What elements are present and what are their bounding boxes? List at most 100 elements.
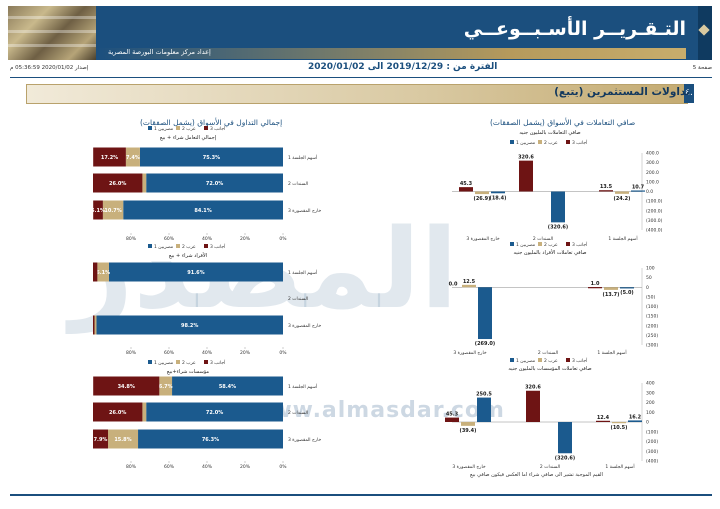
hchart-3-bar-foreigners-3 bbox=[93, 429, 109, 449]
vchart-2-value-label-egyptians-3: (5.0) bbox=[620, 290, 633, 296]
vchart-1-bar-egyptians-3 bbox=[631, 190, 645, 192]
hchart-3-category-label-1: أسهم الجلسة 1 bbox=[288, 383, 317, 390]
vchart-2-category-label-3: أسهم الجلسة 1 bbox=[597, 349, 626, 356]
hchart-3-bar-arabs-1 bbox=[159, 376, 173, 396]
vchart-3-legend-swatch-arabs bbox=[538, 358, 542, 362]
hchart-3-bar-arabs-3 bbox=[108, 429, 139, 449]
hchart-2-bar-egyptians-3 bbox=[96, 315, 283, 335]
hchart-1-value-label-foreigners-3: 5.1% bbox=[91, 208, 105, 214]
vchart-1-ytick-label-6: (200.0) bbox=[646, 208, 663, 214]
vchart-1-ytick-label-4: 0.0 bbox=[646, 189, 653, 195]
hchart-1-bar-egyptians-2 bbox=[146, 173, 283, 193]
vchart-1-ytick-label-0: 400.0 bbox=[646, 151, 659, 157]
footnote: القيم الموجبة تشير الى صافي شراء اما الع… bbox=[470, 472, 603, 478]
hchart-1-category-label-1: أسهم الجلسة 1 bbox=[288, 154, 317, 161]
vchart-2-ytick-label-5: (150) bbox=[646, 314, 658, 320]
hchart-1-value-label-egyptians-1: 75.3% bbox=[203, 155, 220, 161]
hchart-2-legend-swatch-egyptians bbox=[148, 244, 152, 248]
vchart-2-category-label-1: خارج المقصورة 3 bbox=[453, 350, 486, 356]
vchart-1-legend-swatch-foreigners bbox=[566, 140, 570, 144]
vchart-3-ytick-label-7: (300) bbox=[646, 449, 658, 455]
hchart-3-tick-label-3: 60% bbox=[164, 464, 175, 470]
hchart-2-tick-label-4: 80% bbox=[126, 350, 137, 356]
vchart-1-category-label-1: خارج المقصورة 3 bbox=[466, 236, 499, 242]
hchart-1-legend-swatch-arabs bbox=[176, 126, 180, 130]
hchart-2-tick-label-3: 60% bbox=[164, 350, 175, 356]
hchart-1-value-label-egyptians-3: 84.1% bbox=[194, 208, 211, 214]
hchart-1-title: إجمالي التعامل شراء + بيع bbox=[160, 135, 217, 141]
hchart-2-value-label-arabs-1: 6.1% bbox=[96, 270, 110, 276]
vchart-2-legend-label-foreigners: أجانب 3 bbox=[572, 241, 587, 248]
vchart-3-ytick-label-4: 0 bbox=[646, 420, 649, 426]
vchart-1-bar-arabs-1 bbox=[475, 191, 489, 195]
hchart-1-value-label-foreigners-1: 17.2% bbox=[101, 155, 118, 161]
hchart-2-value-label-egyptians-3: 98.2% bbox=[181, 323, 198, 329]
hchart-1-tick-label-3: 60% bbox=[164, 236, 175, 242]
hchart-2-bar-foreigners-1 bbox=[93, 262, 98, 282]
report-period: الفترة من : 2019/12/29 الى 2020/01/02 bbox=[308, 62, 498, 72]
vchart-1-value-label-foreigners-3: 13.5 bbox=[600, 184, 613, 190]
hchart-3-tick-label-0: 0% bbox=[279, 464, 287, 470]
vchart-1-bar-foreigners-2 bbox=[519, 160, 533, 192]
hchart-2-title: الأفراد شراء + بيع bbox=[169, 252, 207, 259]
vchart-3-value-label-foreigners-1: 45.3 bbox=[446, 412, 459, 418]
vchart-1-bar-foreigners-3 bbox=[599, 190, 613, 192]
vchart-3-bar-foreigners-1 bbox=[445, 417, 459, 422]
vchart-1-legend-swatch-egyptians bbox=[510, 140, 514, 144]
vchart-3-category-label-2: السندات 2 bbox=[540, 464, 560, 470]
vchart-1-title: صافي التعاملات بالمليون جنيه bbox=[519, 130, 580, 136]
hchart-1-tick-label-4: 80% bbox=[126, 236, 137, 242]
hchart-3-tick-label-1: 20% bbox=[240, 464, 251, 470]
hchart-1-bar-egyptians-1 bbox=[139, 147, 283, 167]
section-title: تداولات المستثمرين (يتبع) bbox=[554, 86, 690, 98]
hchart-3-legend-swatch-arabs bbox=[176, 360, 180, 364]
vchart-2-ytick-label-1: 50 bbox=[646, 275, 652, 281]
vchart-2-value-label-egyptians-1: (269.0) bbox=[475, 341, 495, 347]
vchart-3-value-label-arabs-1: (39.4) bbox=[460, 428, 477, 434]
vchart-3-bar-arabs-3 bbox=[612, 422, 626, 424]
hchart-2-bar-arabs-1 bbox=[97, 262, 109, 282]
vchart-1-ytick-label-7: (300.0) bbox=[646, 218, 663, 224]
vchart-2-bar-arabs-3 bbox=[604, 287, 618, 290]
vchart-3-ytick-label-8: (400) bbox=[646, 459, 658, 465]
vchart-2-legend-label-arabs: عرب 2 bbox=[544, 242, 558, 248]
hchart-1-bar-foreigners-2 bbox=[93, 173, 143, 193]
hchart-2-legend-swatch-foreigners bbox=[204, 244, 208, 248]
vchart-3-legend-swatch-foreigners bbox=[566, 358, 570, 362]
vchart-3-bar-egyptians-1 bbox=[477, 397, 491, 422]
hchart-3-value-label-egyptians-2: 72.0% bbox=[206, 410, 223, 416]
hchart-1-legend-label-arabs: عرب 2 bbox=[182, 126, 196, 132]
vchart-3-category-label-3: أسهم الجلسة 1 bbox=[605, 463, 634, 470]
hchart-1-category-label-3: خارج المقصورة 3 bbox=[288, 208, 321, 214]
hchart-2-bar-egyptians-1 bbox=[108, 262, 284, 282]
hchart-1-tick-label-2: 40% bbox=[202, 236, 213, 242]
hchart-1-legend-swatch-egyptians bbox=[148, 126, 152, 130]
vchart-3-bar-foreigners-3 bbox=[596, 420, 610, 422]
vchart-2-bar-egyptians-3 bbox=[620, 287, 634, 289]
hchart-2-legend-label-egyptians: مصريين 1 bbox=[154, 244, 174, 250]
vchart-2-title: صافي تعاملات الأفراد بالمليون جنيه bbox=[514, 249, 587, 256]
hchart-1-bar-foreigners-3 bbox=[93, 200, 103, 220]
vchart-1-category-label-3: أسهم الجلسة 1 bbox=[608, 235, 637, 242]
issue-timestamp: إصدار 2020/01/02 05:36:59 م bbox=[10, 65, 89, 71]
vchart-2-value-label-arabs-3: (13.7) bbox=[603, 292, 620, 298]
hchart-2-legend-swatch-arabs bbox=[176, 244, 180, 248]
hchart-1-legend-swatch-foreigners bbox=[204, 126, 208, 130]
hchart-3-value-label-foreigners-2: 26.0% bbox=[109, 410, 126, 416]
hchart-3-bar-foreigners-1 bbox=[93, 376, 160, 396]
vchart-3-legend-label-egyptians: مصريين 1 bbox=[516, 358, 536, 364]
hchart-3-tick-label-2: 40% bbox=[202, 464, 213, 470]
right-panel-title: صافي التعاملات في الأسواق (يشمل الصفقات) bbox=[490, 118, 636, 127]
hchart-3-legend-label-egyptians: مصريين 1 bbox=[154, 360, 174, 366]
vchart-2-legend-swatch-foreigners bbox=[566, 242, 570, 246]
vchart-3-value-label-egyptians-3: 16.2 bbox=[629, 414, 642, 420]
hchart-3-category-label-2: السندات 2 bbox=[288, 410, 308, 416]
vchart-1-category-label-2: السندات 2 bbox=[533, 236, 553, 242]
vchart-1-value-label-foreigners-1: 45.3 bbox=[460, 181, 473, 187]
vchart-3-bar-egyptians-3 bbox=[628, 420, 642, 422]
header-corner-logo bbox=[698, 6, 712, 60]
vchart-3-bar-foreigners-2 bbox=[526, 390, 540, 422]
hchart-3-value-label-egyptians-3: 76.3% bbox=[202, 437, 219, 443]
hchart-2-tick-label-2: 40% bbox=[202, 350, 213, 356]
